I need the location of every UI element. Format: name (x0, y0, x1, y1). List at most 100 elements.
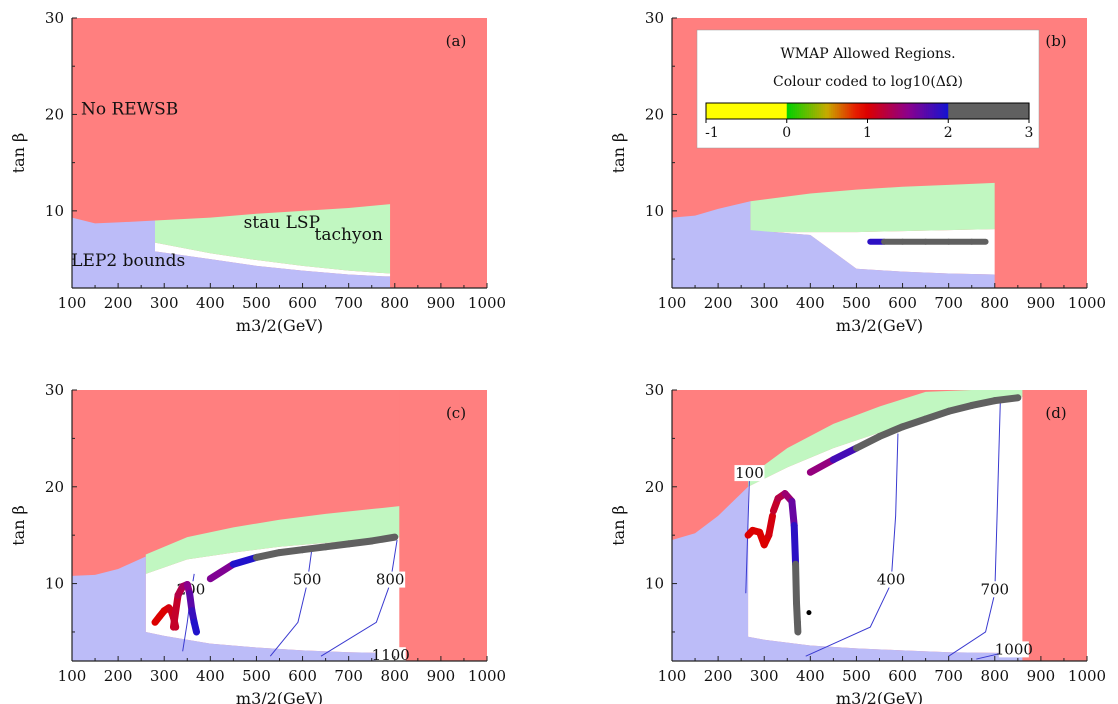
legend-title: WMAP Allowed Regions. (780, 46, 955, 62)
wmap-segment (876, 423, 907, 440)
colorbar-cell (736, 103, 739, 119)
colorbar-cell (817, 103, 820, 119)
y-tick-label: 30 (45, 9, 64, 27)
colorbar-cell (754, 103, 758, 119)
contour-label-bg (998, 641, 1029, 658)
colorbar-cell (786, 103, 790, 119)
x-axis-label: m3/2(GeV) (236, 316, 323, 335)
colorbar-cell (934, 103, 937, 119)
y-tick-label: 10 (645, 575, 664, 593)
colorbar-cell (851, 103, 854, 119)
x-tick-label: 300 (150, 667, 179, 685)
x-tick-label: 1000 (1068, 294, 1106, 312)
colorbar-cell (768, 103, 772, 119)
colorbar-cell (869, 103, 873, 119)
wmap-segment (991, 394, 1022, 405)
x-tick-label: 800 (380, 294, 409, 312)
colorbar-cell (784, 103, 788, 119)
colorbar-cell (978, 103, 982, 119)
colorbar-tick-label: 3 (1025, 125, 1034, 141)
contour-label: 400 (877, 571, 906, 589)
colorbar-cell (752, 103, 756, 119)
colorbar-cell (901, 103, 905, 119)
colorbar-cell (960, 103, 963, 119)
panel-tag: (b) (1045, 32, 1066, 50)
colorbar-cell (750, 103, 754, 119)
y-tick-label: 20 (45, 478, 64, 496)
colorbar-cell (845, 103, 848, 119)
x-tick-label: 700 (334, 294, 363, 312)
colorbar-cell (712, 103, 715, 119)
x-tick-label: 800 (380, 667, 409, 685)
x-tick-label: 200 (104, 294, 133, 312)
colorbar-cell (776, 103, 780, 119)
wmap-segment (792, 560, 800, 607)
plot-area: 100 400 700 1000 (672, 390, 1087, 661)
wmap-segment (899, 415, 930, 431)
colorbar-cell (857, 103, 861, 119)
colorbar-cell (897, 103, 901, 119)
region-label: tachyon (315, 225, 383, 245)
colorbar-cell (802, 103, 806, 119)
colorbar-cell (1000, 103, 1004, 119)
legend-box (696, 29, 1040, 149)
colorbar-cell (758, 103, 762, 119)
colorbar-cell (1008, 103, 1012, 119)
colorbar-cell (938, 103, 941, 119)
colorbar-cell (867, 103, 871, 119)
colorbar-cell (718, 103, 721, 119)
allowed-region (145, 537, 400, 654)
y-axis-label: tan β (9, 133, 28, 174)
panel-tag: (a) (446, 32, 467, 50)
colorbar-cell (982, 103, 986, 119)
y-tick-label: 30 (645, 381, 664, 399)
colorbar-cell (956, 103, 959, 119)
contour-label-bg (292, 571, 323, 588)
x-axis-label: m3/2(GeV) (236, 689, 323, 704)
colorbar-cell (766, 103, 770, 119)
wmap-point (806, 610, 812, 616)
colorbar-cell (708, 103, 711, 119)
wmap-segment (852, 432, 883, 452)
colorbar-cell (829, 103, 832, 119)
colorbar-cell (917, 103, 921, 119)
colorbar-cell (964, 103, 968, 119)
contour-label-bg (734, 465, 765, 482)
colorbar-cell (972, 103, 976, 119)
contour-label-bg (375, 571, 406, 588)
contour-label: 1100 (372, 646, 410, 664)
contour-line (269, 549, 313, 657)
x-tick-label: 600 (288, 294, 317, 312)
colorbar-cell (843, 103, 846, 119)
x-tick-label: 100 (658, 667, 687, 685)
colorbar-cell (825, 103, 828, 119)
colorbar-cell (714, 103, 717, 119)
y-axis-label: tan β (9, 505, 28, 546)
colorbar-cell (1004, 103, 1008, 119)
lep2-region (672, 201, 995, 288)
colorbar-tick-label: -1 (705, 125, 719, 141)
y-tick-label: 10 (45, 202, 64, 220)
colorbar-cell (899, 103, 903, 119)
x-tick-label: 1000 (468, 294, 506, 312)
wmap-segment (276, 546, 307, 557)
contour-label-bg (979, 581, 1010, 598)
colorbar-cell (895, 103, 899, 119)
contour-line (320, 539, 398, 657)
region-label: stau LSP (244, 213, 320, 233)
colorbar-cell (980, 103, 984, 119)
contour-label: 100 (735, 464, 764, 482)
colorbar-cell (738, 103, 741, 119)
colorbar-cell (885, 103, 889, 119)
x-tick-label: 400 (196, 667, 225, 685)
colorbar-cell (855, 103, 859, 119)
colorbar-cell (966, 103, 970, 119)
colorbar-cell (810, 103, 814, 119)
panel-tag: (d) (1045, 404, 1066, 422)
x-tick-label: 700 (934, 667, 963, 685)
x-tick-label: 600 (288, 667, 317, 685)
colorbar-cell (792, 103, 796, 119)
stau-lsp-region (750, 182, 995, 233)
wmap-segment (169, 591, 182, 631)
